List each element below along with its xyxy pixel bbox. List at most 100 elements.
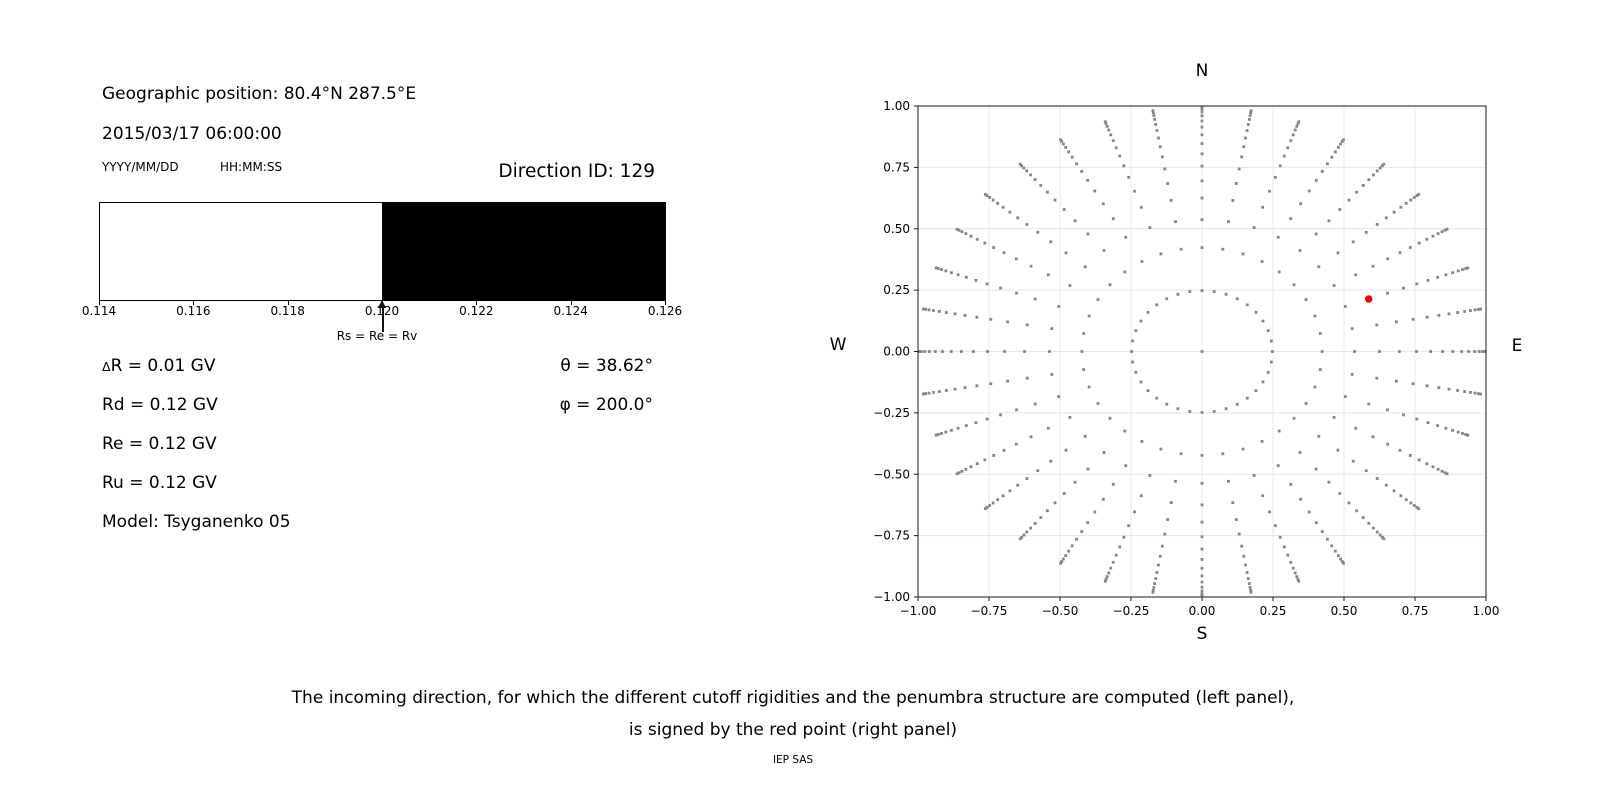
direction-dot [1254,389,1258,393]
x-tick-label: 0.00 [1189,604,1216,618]
direction-dot [1304,402,1308,405]
direction-dot [932,391,935,394]
direction-dot [1456,430,1460,434]
direction-dot [1336,145,1340,149]
direction-dot [1415,506,1419,509]
direction-dot [937,310,941,313]
direction-dot [964,424,968,428]
direction-dot [1320,170,1324,173]
direction-dot [957,471,961,475]
direction-dot [1166,518,1170,521]
direction-dot [1291,566,1295,570]
direction-dot [1375,169,1379,173]
direction-dot [1317,434,1321,438]
direction-dot [1062,208,1066,211]
direction-dot [1378,533,1382,537]
direction-dot [989,382,993,386]
direction-dot [1200,589,1204,593]
direction-dot [1248,586,1252,589]
direction-dot [1375,223,1379,226]
direction-dot [1464,433,1468,436]
date-format-label: YYYY/MM/DD [102,160,179,174]
direction-dot [1045,190,1049,194]
direction-dot [1029,526,1032,530]
direction-dot [1289,139,1293,143]
direction-dot [1249,111,1253,115]
direction-dot [1347,198,1351,202]
direction-dot [1466,433,1470,437]
direction-dot [1386,257,1390,261]
direction-dot [1269,360,1273,364]
penumbra-x-tick-label: 0.124 [553,304,588,318]
direction-dot [1338,208,1342,211]
direction-dot [1447,312,1451,316]
direction-dot [1296,578,1300,581]
direction-dot [1261,319,1265,323]
direction-dot [1429,350,1433,353]
direction-dot [986,350,989,353]
direction-dot [1235,297,1239,301]
direction-dot [1343,395,1347,398]
direction-dot [1050,327,1054,331]
direction-dot [1060,560,1064,563]
direction-dot [1179,247,1183,251]
direction-dot [1417,507,1421,511]
direction-dot [1375,323,1379,327]
direction-dot [1103,120,1107,124]
direction-dot [1409,501,1413,505]
direction-dot [1355,190,1359,194]
direction-dot [1155,303,1159,307]
direction-dot [950,428,953,432]
direction-id-label: Direction ID: 129 [498,161,655,182]
direction-dot [1109,566,1113,570]
direction-dot [1018,162,1022,166]
direction-dot [1380,535,1384,539]
direction-dot [1412,196,1416,199]
direction-dot [1340,560,1344,563]
direction-dot [941,350,944,353]
direction-dot [1245,396,1249,400]
direction-dot [1415,350,1418,353]
direction-dot [1108,416,1112,420]
direction-dot [1437,386,1441,390]
direction-dot [957,228,961,232]
direction-dot [1166,182,1170,185]
direction-dot [1278,164,1282,168]
direction-dot [1298,249,1302,252]
direction-dot [1123,270,1127,274]
direction-dot [1212,410,1216,413]
direction-dot [1409,198,1413,202]
direction-dot [1131,339,1135,343]
direction-dot [1111,482,1115,486]
direction-dot [1048,350,1051,353]
credit-label: IEP SAS [772,754,814,766]
direction-dot [1157,136,1160,140]
direction-dot [1476,392,1480,396]
direction-dot [1134,329,1138,333]
direction-dot [1127,524,1131,528]
direction-dot [1102,451,1106,454]
direction-dot [1025,169,1029,173]
model-label: Model: Tsyganenko 05 [102,512,291,532]
direction-dot [1241,447,1245,451]
direction-dot [1158,554,1162,558]
penumbra-x-tick [99,301,100,305]
direction-dot [1266,329,1270,333]
direction-dot [1200,142,1204,145]
direction-dot [1436,275,1440,279]
direction-dot [1083,265,1087,269]
direction-dot [1155,129,1159,132]
direction-dot [1293,128,1297,132]
direction-dot [989,317,993,321]
direction-dot [1131,360,1135,364]
direction-dot [975,315,979,319]
direction-dot [1083,434,1087,438]
y-tick-label: −0.50 [873,467,910,481]
direction-dot [1134,370,1138,374]
direction-dot [1307,189,1311,193]
direction-dot [1333,549,1337,553]
direction-dot [1234,518,1238,521]
direction-dot [1351,459,1355,463]
phi-value: φ = 200.0° [559,395,653,415]
direction-dot [1111,560,1115,564]
